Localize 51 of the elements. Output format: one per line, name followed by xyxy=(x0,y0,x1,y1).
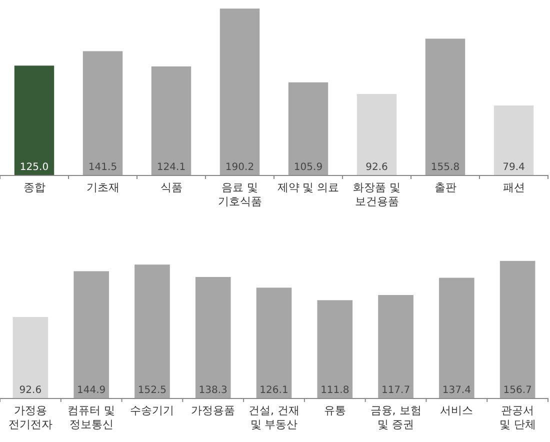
x-tick-label: 금융, 보험 및 증권 xyxy=(370,404,422,431)
x-tick-label: 서비스 xyxy=(440,404,474,417)
bar xyxy=(134,264,170,398)
data-label: 125.0 xyxy=(20,162,49,173)
x-tick-label: 제약 및 의료 xyxy=(277,181,340,194)
data-label: 105.9 xyxy=(294,162,323,173)
bar xyxy=(500,260,536,398)
x-tick-label: 기초재 xyxy=(86,181,120,194)
bar xyxy=(356,94,397,175)
bar xyxy=(378,295,414,398)
data-label: 111.8 xyxy=(320,385,350,396)
x-tick-label: 출판 xyxy=(434,181,456,194)
data-label: 92.6 xyxy=(19,385,42,396)
x-tick-label: 음료 및 기호식품 xyxy=(218,181,262,208)
x-tick-label: 관공서 및 단체 xyxy=(499,404,536,431)
bar xyxy=(220,8,260,175)
data-label: 92.6 xyxy=(366,162,388,173)
bar xyxy=(195,276,231,398)
x-tick-label: 수송기기 xyxy=(130,404,174,417)
bar xyxy=(82,51,123,175)
data-label: 126.1 xyxy=(260,385,288,396)
data-label: 141.5 xyxy=(88,162,118,173)
data-label: 124.1 xyxy=(156,162,186,173)
bar xyxy=(14,66,54,175)
bar xyxy=(151,66,192,175)
bar xyxy=(74,271,109,398)
bar xyxy=(439,278,474,398)
x-tick-label: 가정용 전기전자 xyxy=(8,404,52,431)
x-tick-label: 컴퓨터 및 정보통신 xyxy=(68,404,116,431)
data-label: 79.4 xyxy=(502,162,525,173)
bar xyxy=(425,38,466,175)
data-label: 117.7 xyxy=(381,385,410,396)
x-tick-label: 가정용품 xyxy=(191,404,236,417)
bar xyxy=(12,316,48,398)
x-tick-label: 화장품 및 보건용품 xyxy=(353,181,400,208)
x-tick-label: 패션 xyxy=(502,181,525,194)
x-tick-label: 종합 xyxy=(23,181,46,194)
bar xyxy=(494,106,534,175)
bar xyxy=(256,288,292,398)
bar xyxy=(317,300,353,398)
data-label: 190.2 xyxy=(225,162,254,173)
data-label: 138.3 xyxy=(198,385,228,396)
x-tick-label: 유통 xyxy=(324,404,346,417)
data-label: 137.4 xyxy=(442,385,471,396)
data-label: 155.8 xyxy=(430,162,460,173)
data-label: 152.5 xyxy=(138,385,167,396)
data-label: 144.9 xyxy=(77,385,106,396)
x-tick-label: 식품 xyxy=(160,181,182,194)
x-tick-label: 건설, 건재 및 부동산 xyxy=(248,404,300,431)
bar xyxy=(288,82,328,175)
data-label: 156.7 xyxy=(503,385,532,396)
